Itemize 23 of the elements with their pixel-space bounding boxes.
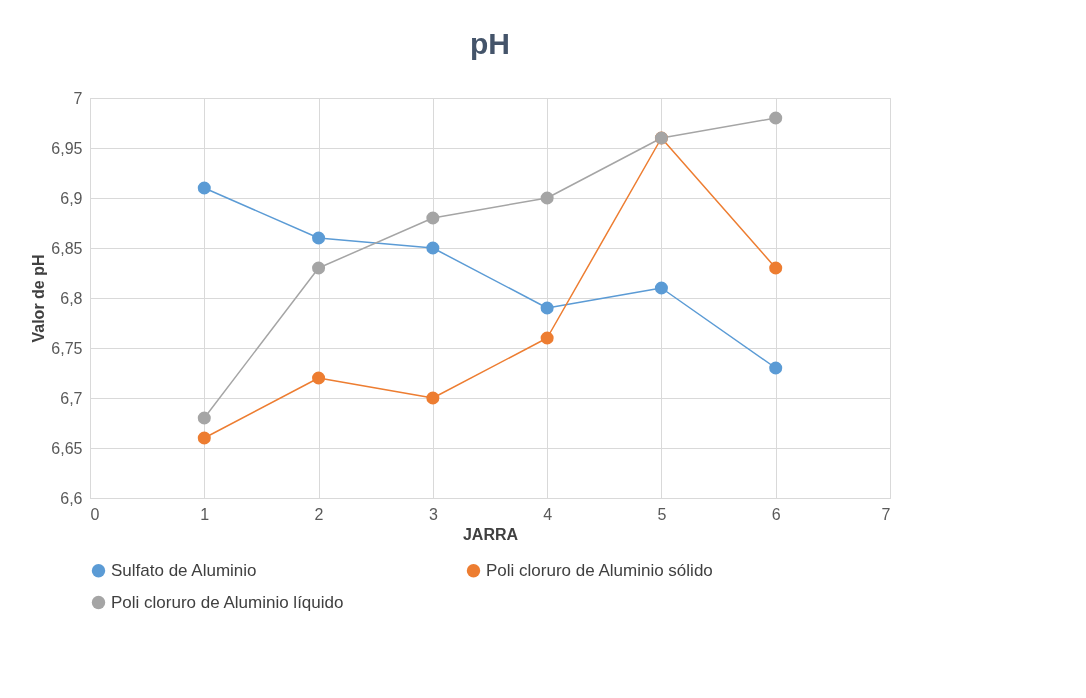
y-tick-label: 7 bbox=[73, 89, 83, 107]
y-tick-label: 6,95 bbox=[51, 139, 83, 157]
x-axis-title: JARRA bbox=[462, 525, 519, 543]
x-tick-label: 7 bbox=[881, 505, 891, 523]
x-tick-label: 3 bbox=[428, 505, 438, 523]
x-tick-label: 6 bbox=[771, 505, 781, 523]
legend-label: Poli cloruro de Aluminio líquido bbox=[111, 592, 344, 612]
x-tick-label: 0 bbox=[90, 505, 100, 523]
y-tick-label: 6,75 bbox=[51, 339, 83, 357]
legend-label: Poli cloruro de Aluminio sólido bbox=[486, 560, 713, 580]
y-tick-label: 6,8 bbox=[60, 289, 83, 307]
y-axis-title: Valor de pH bbox=[30, 254, 48, 343]
y-tick-label: 6,6 bbox=[60, 489, 83, 507]
x-tick-label: 4 bbox=[543, 505, 553, 523]
y-tick-label: 6,7 bbox=[60, 389, 83, 407]
chart-title: pH bbox=[470, 27, 510, 60]
x-tick-label: 2 bbox=[314, 505, 324, 523]
x-tick-label: 5 bbox=[657, 505, 667, 523]
x-tick-label: 1 bbox=[200, 505, 210, 523]
y-tick-label: 6,9 bbox=[60, 189, 83, 207]
y-tick-label: 6,65 bbox=[51, 439, 83, 457]
y-tick-label: 6,85 bbox=[51, 239, 83, 257]
legend-label: Sulfato de Aluminio bbox=[111, 560, 257, 580]
